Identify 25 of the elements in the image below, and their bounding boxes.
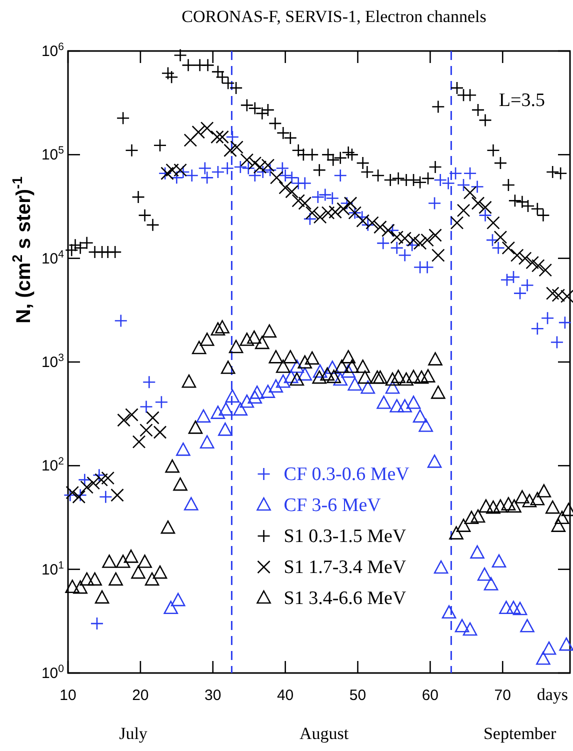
legend-label: S1 1.7-3.4 MeV	[284, 557, 406, 578]
x-tick-label: 70	[494, 687, 511, 704]
annotation: L=3.5	[498, 90, 545, 111]
x-tick-label: 60	[422, 687, 439, 704]
y-tick-label: 10$^{6}$	[41, 41, 64, 60]
text: August	[299, 724, 349, 743]
legend-label: S1 0.3-1.5 MeV	[284, 526, 406, 547]
text: July	[119, 724, 148, 743]
y-tick-label: 10$^{2}$	[41, 456, 64, 475]
x-tick-label: 50	[349, 687, 366, 704]
x-tick-label: 40	[276, 687, 294, 704]
x-tick-label: 20	[132, 687, 149, 704]
chart-title: CORONAS-F, SERVIS-1, Electron channels	[182, 7, 486, 26]
x-tick-label: 30	[204, 687, 222, 704]
y-tick-label: 10$^{4}$	[41, 248, 64, 268]
x-axis-title: days	[536, 685, 568, 704]
text: September	[483, 724, 556, 743]
y-tick-label: 10$^{3}$	[41, 352, 64, 371]
x-tick-label: 10	[60, 687, 76, 704]
y-tick-label: 10$^{5}$	[41, 144, 64, 164]
legend-label: S1 3.4-6.6 MeV	[284, 588, 406, 609]
y-tick-label: 10$^{1}$	[41, 559, 64, 578]
legend-label: CF 3-6 MeV	[284, 495, 382, 516]
legend-label: CF 0.3-0.6 MeV	[284, 464, 410, 485]
y-tick-label: 10$^{0}$	[41, 663, 64, 682]
